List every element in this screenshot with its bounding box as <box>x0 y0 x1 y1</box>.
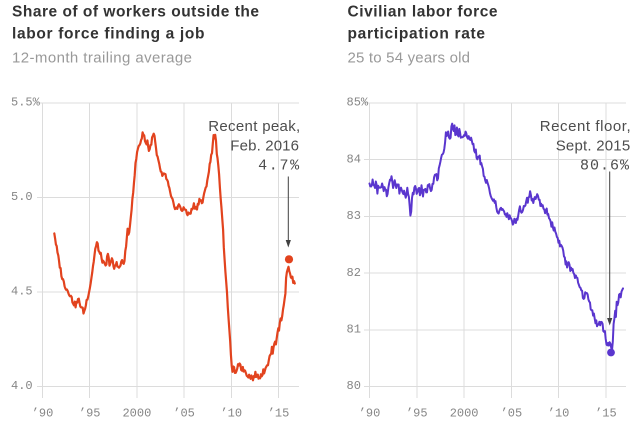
svg-text:2000: 2000 <box>122 407 151 421</box>
svg-text:5.5%: 5.5% <box>11 96 41 110</box>
svg-text:Recent floor,: Recent floor, <box>540 118 631 135</box>
svg-text:’95: ’95 <box>406 407 428 421</box>
svg-text:participation rate: participation rate <box>348 25 486 42</box>
svg-text:80: 80 <box>347 379 361 393</box>
svg-text:’90: ’90 <box>359 407 381 421</box>
svg-text:’10: ’10 <box>220 407 242 421</box>
svg-text:Sept. 2015: Sept. 2015 <box>556 137 631 154</box>
svg-text:83: 83 <box>347 209 361 223</box>
svg-text:4.5: 4.5 <box>11 285 33 299</box>
svg-text:25 to 54 years old: 25 to 54 years old <box>348 49 471 66</box>
svg-text:’95: ’95 <box>79 407 101 421</box>
svg-text:2000: 2000 <box>450 407 479 421</box>
svg-text:’90: ’90 <box>32 407 54 421</box>
svg-text:5.0: 5.0 <box>11 190 33 204</box>
svg-text:82: 82 <box>347 266 361 280</box>
svg-text:4.7%: 4.7% <box>258 157 301 174</box>
svg-text:’15: ’15 <box>595 407 617 421</box>
svg-text:12-month trailing average: 12-month trailing average <box>12 49 192 66</box>
svg-text:80.6%: 80.6% <box>580 157 630 174</box>
svg-text:labor force finding a job: labor force finding a job <box>12 25 205 42</box>
svg-text:Share of of workers outside th: Share of of workers outside the <box>12 4 259 21</box>
svg-text:81: 81 <box>347 323 361 337</box>
svg-text:’05: ’05 <box>173 407 195 421</box>
svg-text:’15: ’15 <box>268 407 290 421</box>
svg-text:85%: 85% <box>347 96 369 110</box>
svg-text:84: 84 <box>347 152 361 166</box>
svg-text:4.0: 4.0 <box>11 379 33 393</box>
svg-text:Civilian labor force: Civilian labor force <box>348 4 498 21</box>
svg-text:Feb. 2016: Feb. 2016 <box>230 137 299 154</box>
svg-text:’10: ’10 <box>548 407 570 421</box>
svg-text:Recent peak,: Recent peak, <box>208 118 300 135</box>
svg-text:’05: ’05 <box>501 407 523 421</box>
